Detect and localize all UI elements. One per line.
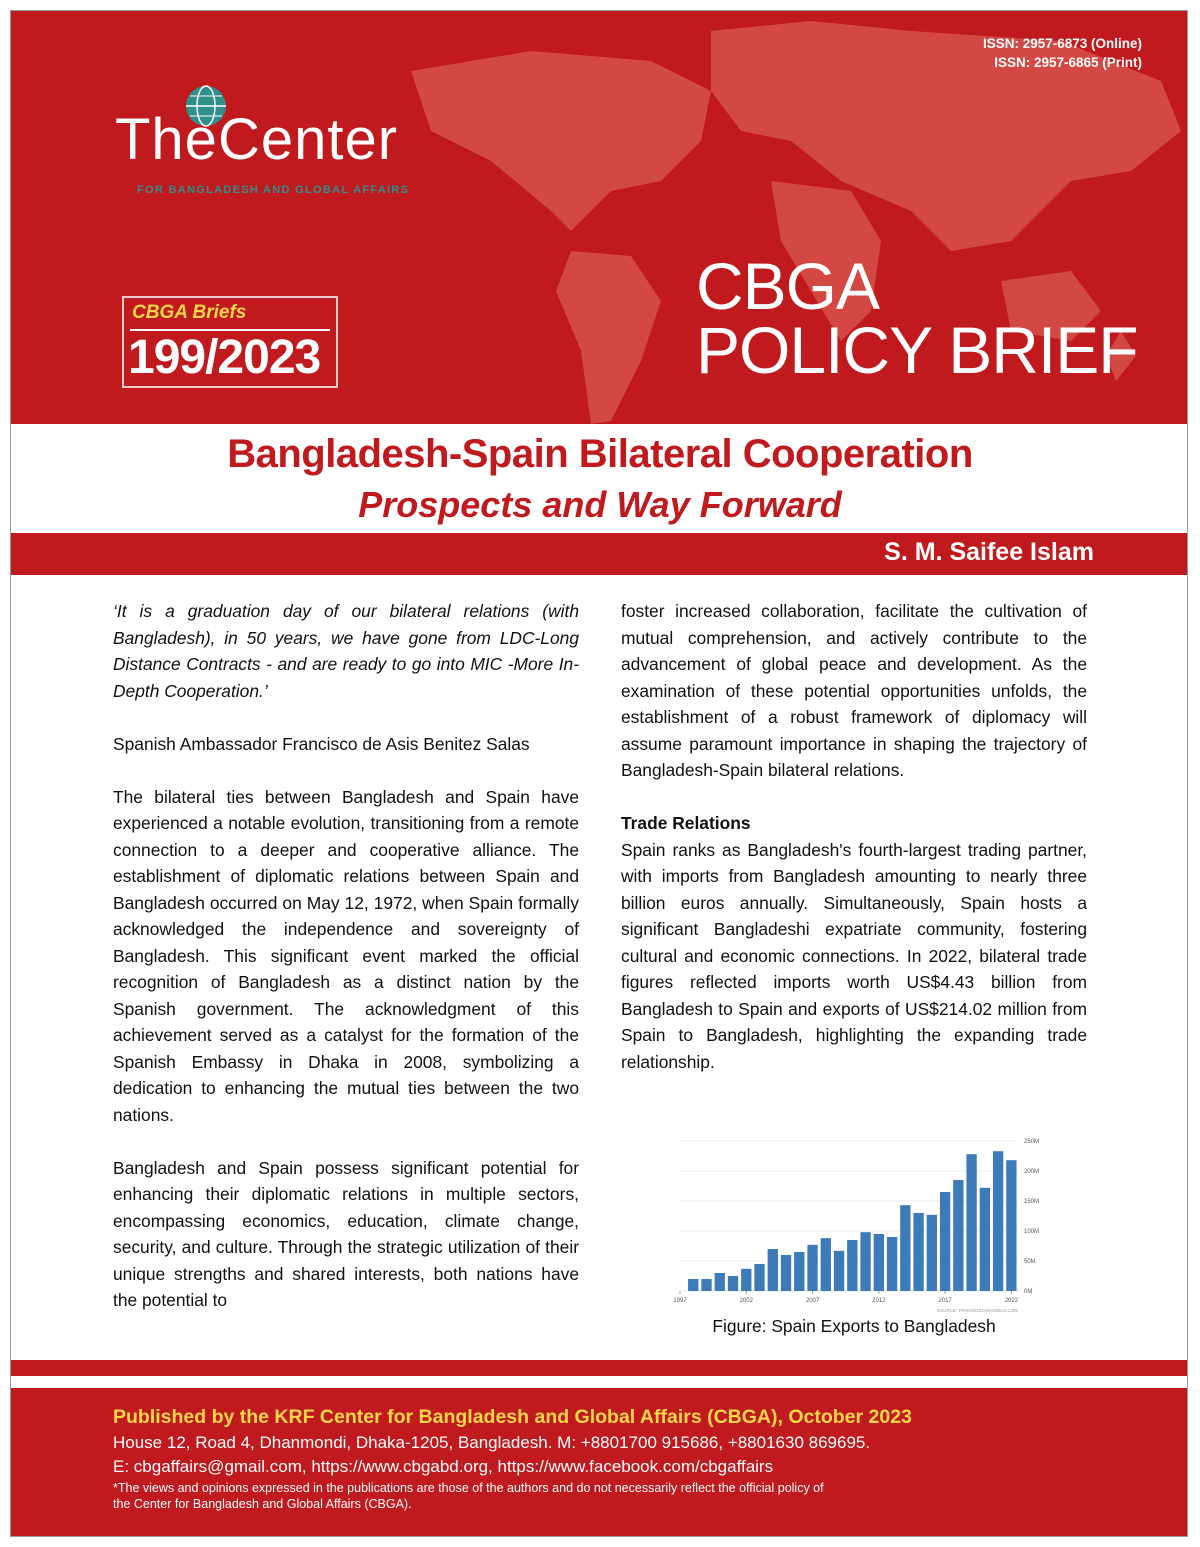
bar: [953, 1180, 964, 1291]
footer-band: [11, 1388, 1188, 1536]
bar: [820, 1238, 831, 1291]
address: House 12, Road 4, Dhanmondi, Dhaka-1205,…: [113, 1433, 871, 1452]
paragraph: Bangladesh and Spain possess significant…: [113, 1157, 579, 1311]
paragraph: The bilateral ties between Bangladesh an…: [113, 786, 579, 1125]
brief-line1: CBGA: [696, 249, 880, 323]
bar: [926, 1214, 938, 1291]
bar: [966, 1154, 977, 1291]
bar: [860, 1232, 871, 1291]
bar: [714, 1273, 725, 1291]
brief-box: [122, 296, 338, 388]
bar: [741, 1268, 752, 1291]
footer-stripe: [11, 1360, 1188, 1376]
issn-print: ISSN: 2957-6865 (Print): [994, 55, 1142, 70]
left-column: ‘It is a graduation day of our bilateral…: [113, 598, 579, 1340]
y-tick-label: 50M: [1024, 1259, 1036, 1265]
x-tick-label: 2017: [938, 1298, 952, 1304]
bar: [727, 1276, 739, 1291]
y-tick-label: 0M: [1024, 1289, 1032, 1295]
bar: [900, 1205, 911, 1291]
series-label: CBGA Briefs: [132, 302, 247, 323]
x-tick-label: 1997: [673, 1298, 687, 1304]
title: Bangladesh-Spain Bilateral Cooperation: [227, 432, 973, 476]
paragraph: foster increased collaboration, facilita…: [621, 601, 1087, 780]
bar: [939, 1192, 951, 1291]
right-column: foster increased collaboration, facilita…: [621, 598, 1087, 1102]
x-tick-label: 2022: [1005, 1298, 1019, 1304]
bar: [807, 1244, 818, 1291]
page-frame: [10, 10, 1188, 1537]
header-band: [11, 11, 1188, 424]
bar: [847, 1240, 858, 1291]
quote-source: Spanish Ambassador Francisco de Asis Ben…: [113, 733, 530, 754]
bar: [767, 1249, 778, 1291]
bar: [780, 1255, 792, 1291]
x-tick-label: 2007: [806, 1298, 820, 1304]
bar: [979, 1187, 991, 1291]
bar: [701, 1279, 712, 1291]
contact: E: cbgaffairs@gmail.com, https://www.cbg…: [113, 1457, 774, 1476]
bar: [688, 1279, 699, 1291]
publisher: Published by the KRF Center for Banglade…: [113, 1406, 912, 1428]
issue-number: 199/2023: [128, 331, 321, 384]
y-tick-label: 150M: [1024, 1199, 1039, 1205]
bar: [873, 1234, 884, 1291]
logo-title: TheCenter: [115, 107, 399, 172]
bar: [886, 1237, 898, 1291]
disclaimer: *The views and opinions expressed in the…: [113, 1481, 824, 1511]
figure-caption: Figure: Spain Exports to Bangladesh: [712, 1316, 996, 1336]
bar: [754, 1264, 765, 1291]
chart: 0M 50M 100M 150M 200M 250M 1997 2002 2007 2012 201…: [673, 1139, 1039, 1313]
bar: [833, 1250, 845, 1291]
world-map: [411, 21, 1181, 424]
author: S. M. Saifee Islam: [884, 538, 1094, 566]
chart-source: SOURCE: TRADINGECONOMICS.COM: [937, 1308, 1019, 1313]
section-heading: Trade Relations: [621, 813, 751, 833]
y-tick-label: 250M: [1024, 1139, 1039, 1145]
brief-rule: [130, 329, 330, 331]
quote: ‘It is a graduation day of our bilateral…: [113, 601, 579, 701]
issn-online: ISSN: 2957-6873 (Online): [982, 36, 1142, 51]
subtitle: Prospects and Way Forward: [358, 484, 842, 525]
y-tick-label: 200M: [1024, 1169, 1039, 1175]
bar: [1006, 1160, 1017, 1291]
bar: [794, 1252, 805, 1291]
bar: [913, 1213, 924, 1291]
x-tick-label: 2012: [872, 1298, 886, 1304]
author-bar: [11, 533, 1188, 575]
paragraph: Spain ranks as Bangladesh's fourth-large…: [621, 839, 1087, 1072]
logo-globe: [186, 85, 226, 127]
bar: [992, 1151, 1004, 1291]
brief-line2: POLICY BRIEF: [696, 313, 1139, 387]
x-tick-label: 2002: [740, 1298, 754, 1304]
y-tick-label: 100M: [1024, 1229, 1039, 1235]
logo-subtitle: FOR BANGLADESH AND GLOBAL AFFAIRS: [137, 184, 410, 196]
